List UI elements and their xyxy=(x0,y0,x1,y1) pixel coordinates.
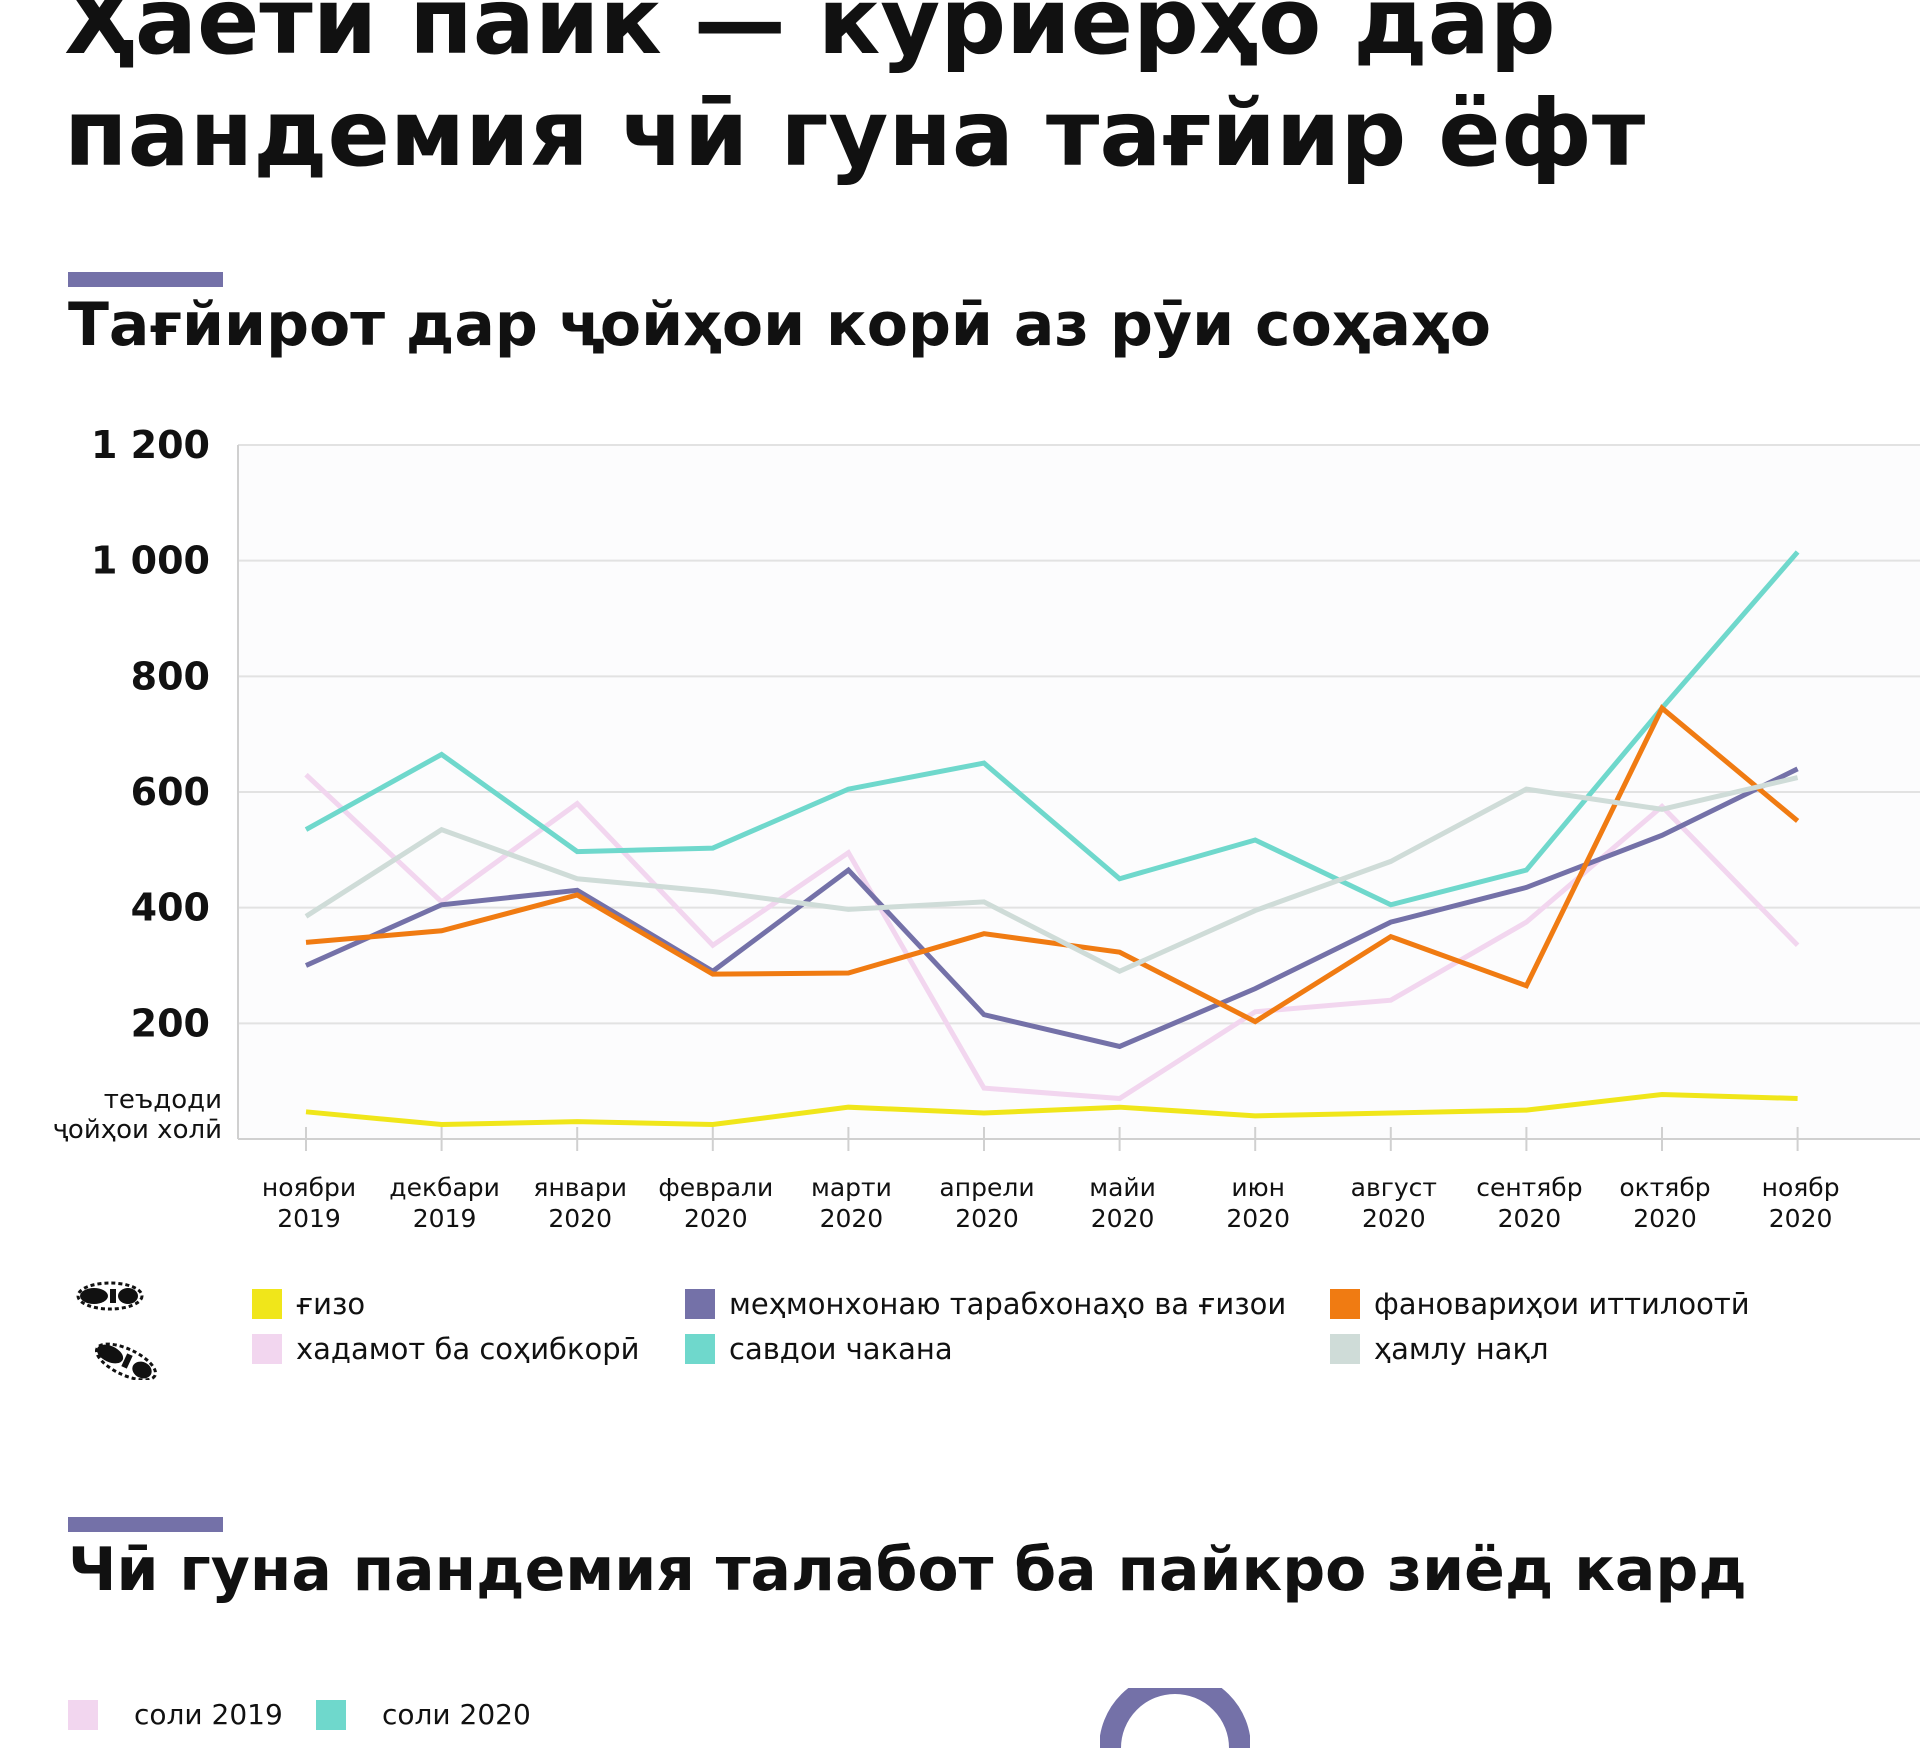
x-tick-label: апрели xyxy=(939,1173,1034,1202)
x-tick-label: 2020 xyxy=(1362,1204,1426,1233)
series-line xyxy=(304,775,1799,975)
legend-swatch xyxy=(252,1334,282,1364)
legend-label: савдои чакана xyxy=(729,1332,953,1366)
x-tick-label: 2020 xyxy=(955,1204,1019,1233)
x-tick-label: январи xyxy=(533,1173,627,1202)
section-heading: Чӣ гуна пандемия талабот ба пайкро зиёд … xyxy=(68,1535,1747,1605)
legend-item: ғизо xyxy=(252,1287,365,1321)
y-base-label: теъдоди xyxy=(104,1085,222,1115)
legend-item: ҳамлу нақл xyxy=(1330,1332,1549,1366)
page-title: Ҳаёти пайк — курйерҳо дар пандемия чӣ гу… xyxy=(64,0,1646,187)
legend-swatch xyxy=(685,1289,715,1319)
legend-item: фановариҳои иттилоотӣ xyxy=(1330,1287,1750,1321)
x-tick-label: сентябр xyxy=(1476,1173,1582,1202)
series-line xyxy=(304,772,1800,1102)
legend-label: соли 2020 xyxy=(382,1698,531,1731)
y-tick-label: 800 xyxy=(131,654,210,698)
year-legend-item: соли 2020 xyxy=(316,1698,531,1731)
y-tick-label: 1 000 xyxy=(91,539,210,583)
footprints-icon xyxy=(76,1281,158,1380)
x-tick-label: 2019 xyxy=(413,1204,477,1233)
x-tick-label: 2019 xyxy=(277,1204,341,1233)
y-tick-label: 600 xyxy=(131,770,210,814)
legend-label: меҳмонхонаю тарабхонаҳо ва ғизои xyxy=(729,1287,1287,1321)
x-tick-label: ноябр xyxy=(1762,1173,1840,1202)
legend-swatch xyxy=(68,1699,98,1730)
x-tick-label: 2020 xyxy=(684,1204,748,1233)
x-tick-label: 2020 xyxy=(1769,1204,1833,1233)
x-tick-label: 2020 xyxy=(1498,1204,1562,1233)
series-line xyxy=(304,766,1799,1050)
legend-label: хадамот ба соҳибкорӣ xyxy=(296,1332,640,1366)
year-legend-item: соли 2019 xyxy=(68,1698,283,1731)
legend-item: меҳмонхонаю тарабхонаҳо ва ғизои xyxy=(685,1287,1286,1321)
legend-label: соли 2019 xyxy=(134,1698,283,1731)
x-tick-label: ноябри xyxy=(262,1173,356,1202)
legend-swatch xyxy=(1330,1289,1360,1319)
x-tick-label: марти xyxy=(811,1173,892,1202)
x-tick-label: майи xyxy=(1089,1173,1156,1202)
legend-label: ғизо xyxy=(296,1287,366,1321)
x-tick-label: август xyxy=(1351,1173,1437,1202)
series-line xyxy=(305,704,1800,1025)
section-accent-bar xyxy=(68,1517,223,1532)
x-tick-label: феврали xyxy=(658,1173,773,1202)
y-tick-label: 400 xyxy=(131,886,210,930)
legend-label: фановариҳои иттилоотӣ xyxy=(1374,1287,1750,1321)
legend-swatch xyxy=(685,1334,715,1364)
x-tick-label: 2020 xyxy=(1633,1204,1697,1233)
series-line xyxy=(305,1091,1798,1128)
x-tick-label: октябр xyxy=(1619,1173,1710,1202)
series-line xyxy=(304,550,1800,908)
legend-swatch xyxy=(316,1699,346,1730)
legend-swatch xyxy=(252,1289,282,1319)
x-tick-label: 2020 xyxy=(1091,1204,1155,1233)
legend-label: ҳамлу нақл xyxy=(1374,1332,1549,1366)
y-tick-label: 1 200 xyxy=(91,423,210,467)
x-tick-label: 2020 xyxy=(820,1204,884,1233)
x-tick-label: 2020 xyxy=(1226,1204,1290,1233)
x-tick-label: июн xyxy=(1231,1173,1285,1202)
legend-swatch xyxy=(1330,1334,1360,1364)
section-heading: Тағйирот дар ҷойҳои корӣ аз рӯи соҳаҳо xyxy=(68,290,1491,360)
donut-icon xyxy=(1100,1688,1250,1748)
y-tick-label: 200 xyxy=(131,1001,210,1045)
x-tick-label: декбари xyxy=(389,1173,500,1202)
legend-item: хадамот ба соҳибкорӣ xyxy=(252,1332,639,1366)
section-accent-bar xyxy=(68,272,223,287)
x-tick-label: 2020 xyxy=(548,1204,612,1233)
y-base-label: ҷойҳои холӣ xyxy=(53,1115,222,1145)
legend-item: савдои чакана xyxy=(685,1332,953,1366)
